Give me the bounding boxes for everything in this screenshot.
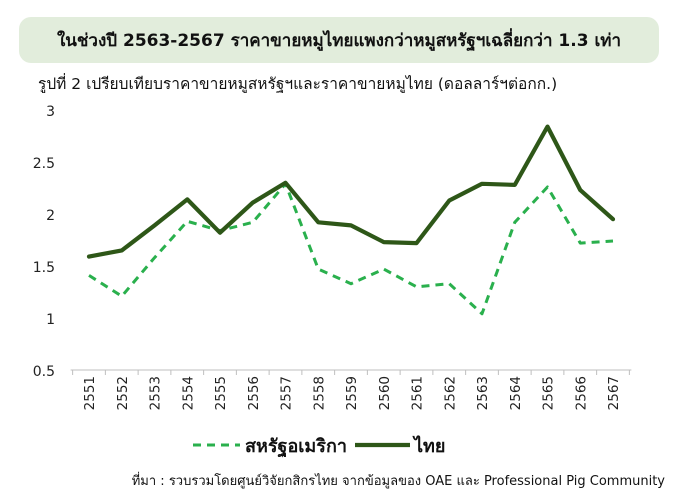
x-tick-label: 2560 (377, 376, 393, 410)
x-tick-label: 2563 (475, 376, 491, 410)
x-tick-label: 2561 (410, 376, 426, 410)
x-tick-label: 2555 (213, 376, 229, 410)
x-tick-label: 2566 (573, 376, 589, 410)
x-axis: 2551 2552 2553 2554 2555 2556 2557 2558 2559 2560… (70, 369, 632, 410)
x-tick-label: 2564 (508, 376, 524, 410)
x-tick-label: 2565 (541, 376, 557, 410)
y-axis-ticks: 0.5 1 1.5 2 2.5 3 (33, 104, 55, 380)
x-tick-label: 2558 (311, 376, 327, 410)
x-tick-label: 2551 (82, 376, 98, 410)
source-note: ที่มา : รวบรวมโดยศูนย์วิจัยกสิกรไทย จากข… (131, 474, 665, 489)
y-tick-label: 2.5 (33, 156, 55, 172)
y-tick-label: 2 (46, 208, 55, 224)
x-tick-label: 2562 (442, 376, 458, 410)
y-tick-label: 0.5 (33, 364, 55, 380)
x-tick-label: 2552 (115, 376, 131, 410)
chart-series (86, 124, 616, 316)
x-tick-label: 2567 (606, 376, 622, 410)
x-tick-label: 2556 (246, 376, 262, 410)
x-tick-label: 2559 (344, 376, 360, 410)
legend-label-thailand: ไทย (412, 435, 445, 457)
y-tick-label: 3 (46, 104, 55, 120)
x-tick-label: 2557 (279, 376, 295, 410)
series-line-usa (88, 182, 614, 316)
y-tick-label: 1.5 (33, 260, 55, 276)
x-tick-label: 2554 (180, 376, 196, 410)
series-line-thailand (86, 124, 616, 259)
line-chart: 0.511.522.53 2551 2552 2553 2554 2555 2556 255… (33, 104, 632, 458)
x-tick-label: 2553 (148, 376, 164, 410)
chart-legend: สหรัฐอเมริกา ไทย (193, 435, 445, 458)
y-tick-label: 1 (46, 312, 55, 328)
legend-label-usa: สหรัฐอเมริกา (245, 436, 347, 458)
headline-text: ในช่วงปี 2563-2567 ราคาขายหมูไทยแพงกว่าห… (56, 30, 622, 51)
headline-banner: ในช่วงปี 2563-2567 ราคาขายหมูไทยแพงกว่าห… (19, 17, 659, 63)
chart-title: รูปที่ 2 เปรียบเทียบราคาขายหมูสหรัฐฯและร… (38, 75, 558, 93)
